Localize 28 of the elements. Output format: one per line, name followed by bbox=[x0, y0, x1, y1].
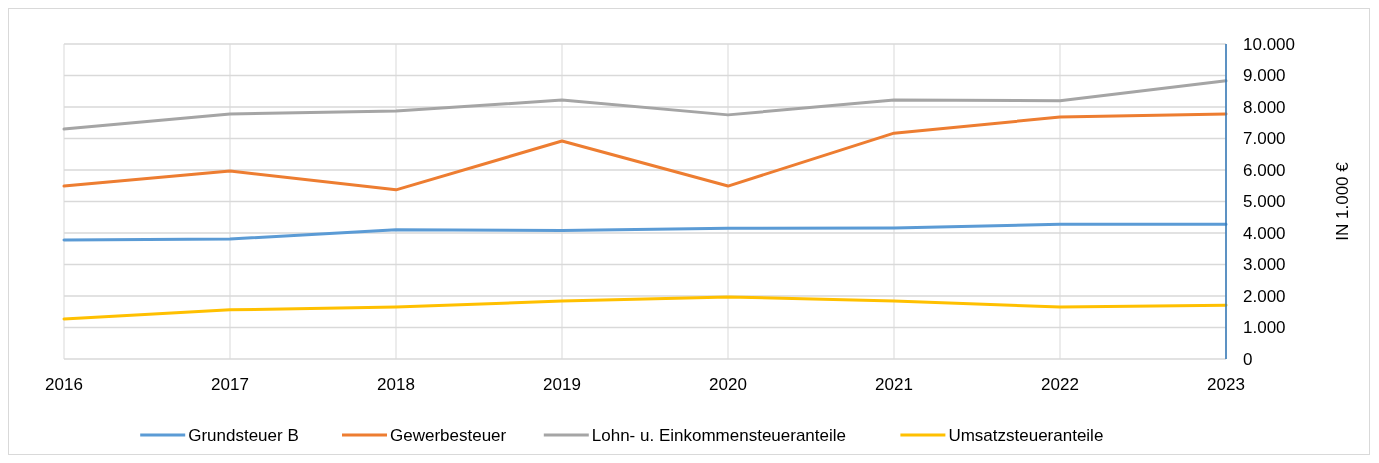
y-tick-label: 7.000 bbox=[1243, 129, 1286, 149]
y-tick-label: 0 bbox=[1243, 349, 1253, 369]
y-tick-label: 1.000 bbox=[1243, 318, 1286, 338]
y-tick-label: 6.000 bbox=[1243, 160, 1286, 180]
x-tick-label: 2016 bbox=[45, 375, 83, 394]
x-tick-label: 2018 bbox=[377, 375, 415, 394]
y-tick-label: 9.000 bbox=[1243, 66, 1286, 86]
line-series bbox=[62, 295, 1228, 321]
y-tick-label: 8.000 bbox=[1243, 97, 1286, 117]
legend-label: Lohn- u. Einkommensteueranteile bbox=[591, 426, 846, 445]
legend-label: Gewerbesteuer bbox=[390, 426, 507, 445]
y-tick-label: 5.000 bbox=[1243, 192, 1286, 212]
x-tick-label: 2017 bbox=[211, 375, 249, 394]
x-tick-label: 2020 bbox=[709, 375, 747, 394]
x-tick-label: 2022 bbox=[1041, 375, 1079, 394]
legend-label: Grundsteuer B bbox=[188, 426, 299, 445]
line-series bbox=[62, 222, 1228, 242]
y-tick-label: 2.000 bbox=[1243, 286, 1286, 306]
y-tick-label: 10.000 bbox=[1243, 34, 1295, 54]
x-tick-label: 2019 bbox=[543, 375, 581, 394]
legend-label: Umsatzsteueranteile bbox=[948, 426, 1104, 445]
x-tick-label: 2021 bbox=[875, 375, 913, 394]
y-tick-label: 3.000 bbox=[1243, 255, 1286, 275]
x-tick-label: 2023 bbox=[1207, 375, 1245, 394]
y-tick-label: 4.000 bbox=[1243, 223, 1286, 243]
line-series bbox=[62, 79, 1228, 131]
y-axis-title: IN 1.000 € bbox=[1333, 161, 1352, 241]
line-series bbox=[62, 112, 1228, 192]
